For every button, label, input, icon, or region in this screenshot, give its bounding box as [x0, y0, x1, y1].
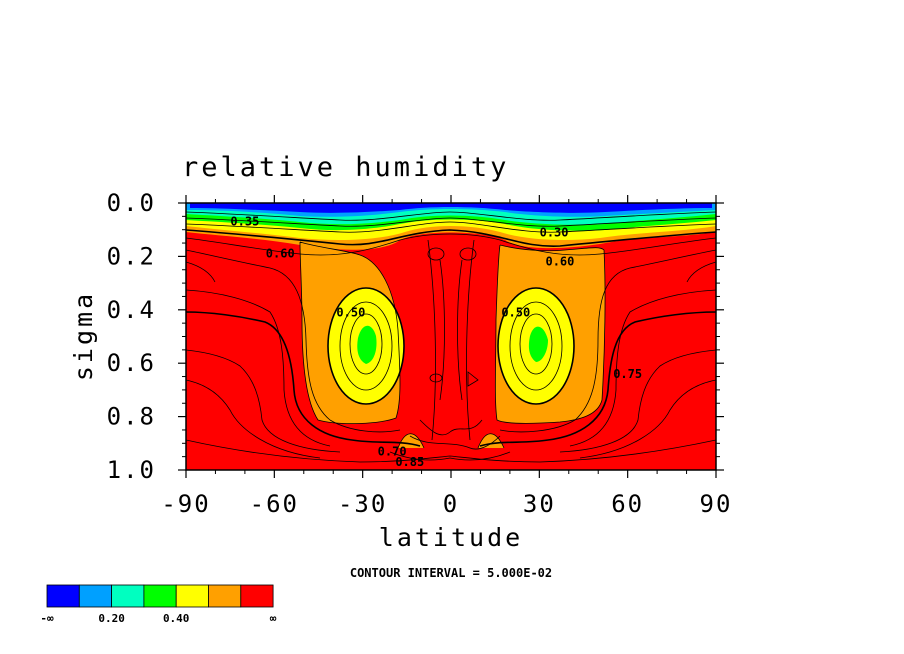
x-tick-label: 90: [700, 490, 733, 518]
colorbar-swatch: [175, 584, 209, 608]
contour-field: [186, 203, 716, 470]
colorbar-swatch: [46, 584, 80, 608]
y-tick-label: 1.0: [107, 456, 156, 484]
colorbar-label: 0.20: [98, 612, 125, 625]
colorbar: -∞ 0.20 0.40 ∞: [40, 584, 277, 625]
x-tick-label: 60: [611, 490, 644, 518]
contour-label: 0.75: [613, 367, 642, 381]
x-axis: -90 -60 -30 0 30 60 90: [161, 195, 733, 518]
colorbar-label: 0.40: [163, 612, 190, 625]
y-axis: 0.0 0.2 0.4 0.6 0.8 1.0: [107, 189, 724, 484]
y-tick-label: 0.0: [107, 189, 156, 217]
chart-title: relative humidity: [182, 152, 509, 183]
contour-label: 0.60: [266, 247, 295, 261]
x-tick-label: 30: [523, 490, 556, 518]
x-tick-label: 0: [443, 490, 459, 518]
colorbar-swatch: [208, 584, 242, 608]
contour-label: 0.50: [336, 305, 365, 319]
y-tick-label: 0.8: [107, 403, 156, 431]
x-tick-label: -90: [161, 490, 210, 518]
y-tick-label: 0.2: [107, 242, 156, 270]
contour-labels: 0.35 0.60 0.30 0.60 0.50 0.50 0.75 0.700.85: [230, 215, 642, 469]
y-tick-label: 0.6: [107, 349, 156, 377]
colorbar-swatch: [143, 584, 177, 608]
y-axis-label: sigma: [69, 291, 98, 381]
colorbar-swatch: [240, 584, 274, 608]
contour-label: 0.30: [540, 225, 569, 239]
contour-label: 0.35: [230, 215, 259, 229]
colorbar-label: ∞: [270, 612, 277, 625]
x-tick-label: -30: [338, 490, 387, 518]
contour-lines: [186, 211, 716, 463]
contour-label: 0.50: [501, 305, 530, 319]
contour-label: 0.85: [395, 455, 424, 469]
x-axis-label: latitude: [379, 523, 523, 552]
y-tick-label: 0.4: [107, 296, 156, 324]
contour-label: 0.60: [545, 255, 574, 269]
colorbar-label: -∞: [40, 612, 54, 625]
colorbar-swatch: [111, 584, 145, 608]
colorbar-swatch: [78, 584, 113, 608]
contour-label: 0.70: [378, 444, 407, 458]
x-tick-label: -60: [250, 490, 299, 518]
contour-interval-note: CONTOUR INTERVAL = 5.000E-02: [350, 566, 552, 580]
